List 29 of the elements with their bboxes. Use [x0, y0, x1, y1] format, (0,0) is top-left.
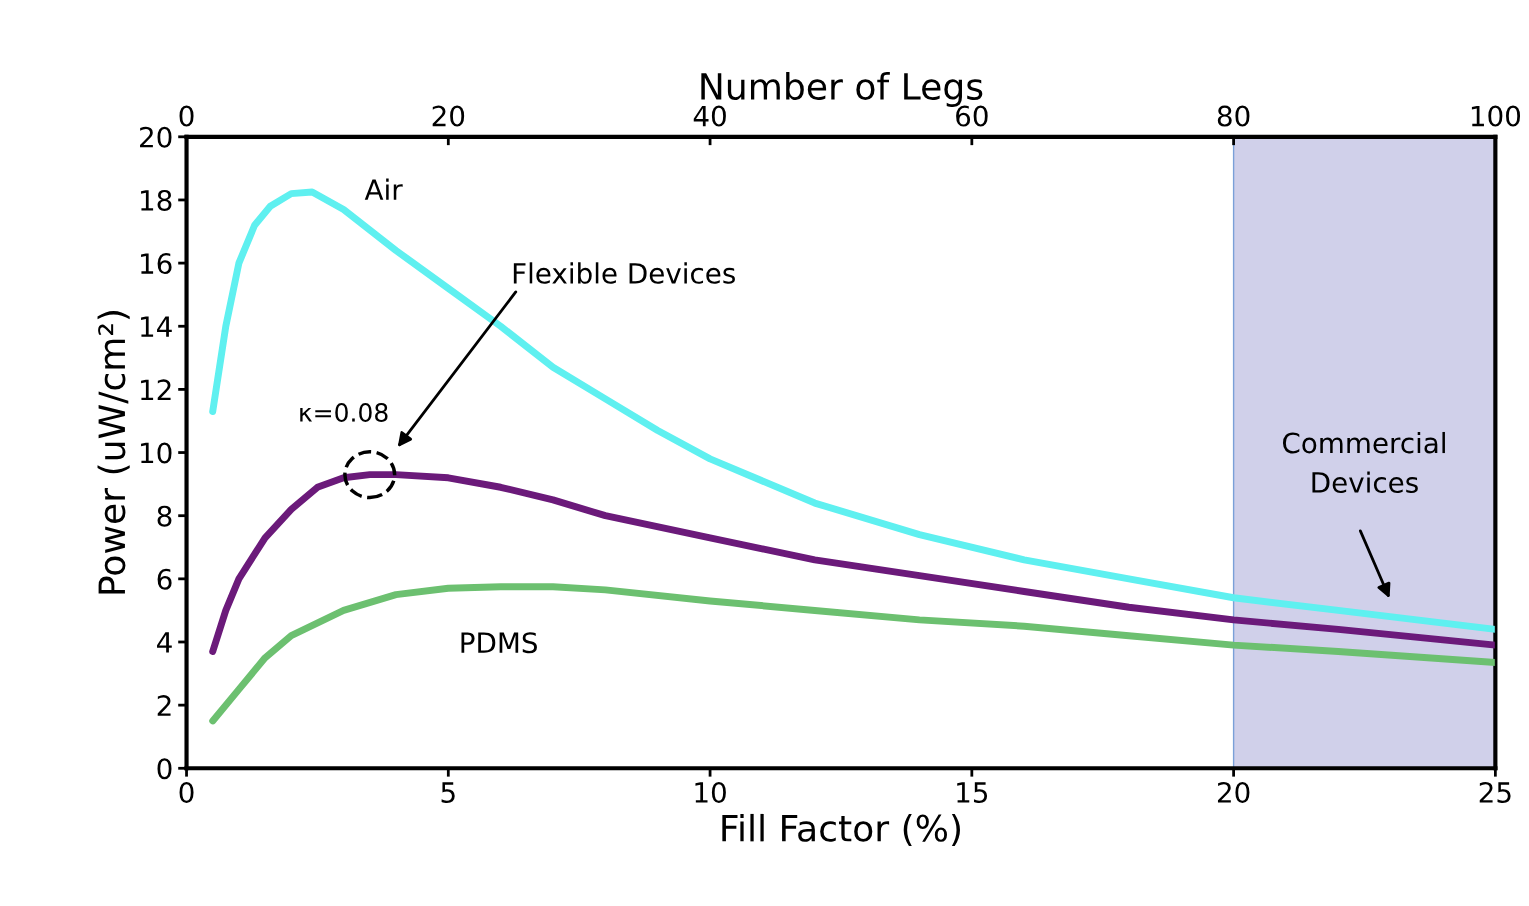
annotation: κ=0.08	[300, 403, 388, 422]
x-tick-label: 0	[179, 781, 194, 803]
x2-tick-label: 0	[179, 105, 194, 127]
x-tick-label: 10	[695, 781, 726, 803]
annotation: Flexible Devices	[513, 262, 735, 284]
y-tick-label: 2	[157, 695, 171, 716]
x-tick-label: 15	[957, 782, 988, 803]
x-tick-label: 25	[1479, 781, 1511, 803]
y-tick-label: 4	[157, 632, 172, 653]
y-tick-label: 14	[141, 316, 172, 337]
y-tick-label: 18	[141, 189, 172, 211]
x2-tick-label: 20	[432, 105, 465, 127]
y-tick-label: 8	[157, 505, 172, 527]
band-label: Commercial Devices	[1282, 431, 1445, 494]
x2-tick-label: 100	[1471, 105, 1521, 127]
y-tick-label: 10	[141, 442, 172, 464]
x-axis-title: Fill Factor (%)	[722, 813, 960, 847]
y-tick-label: 6	[157, 568, 172, 590]
y-axis-title: Power (uW/cm²)	[97, 311, 130, 594]
x2-tick-label: 60	[956, 105, 988, 127]
x2-tick-label: 80	[1217, 105, 1250, 127]
y-tick-label: 16	[141, 253, 172, 275]
series-label: PDMS	[461, 632, 537, 654]
y-tick-label: 12	[141, 379, 171, 400]
series-label: Air	[364, 178, 403, 200]
y-tick-label: 20	[140, 126, 172, 148]
x-tick-label: 5	[441, 782, 455, 803]
x-tick-label: 20	[1217, 781, 1250, 803]
y-tick-label: 0	[157, 758, 172, 780]
